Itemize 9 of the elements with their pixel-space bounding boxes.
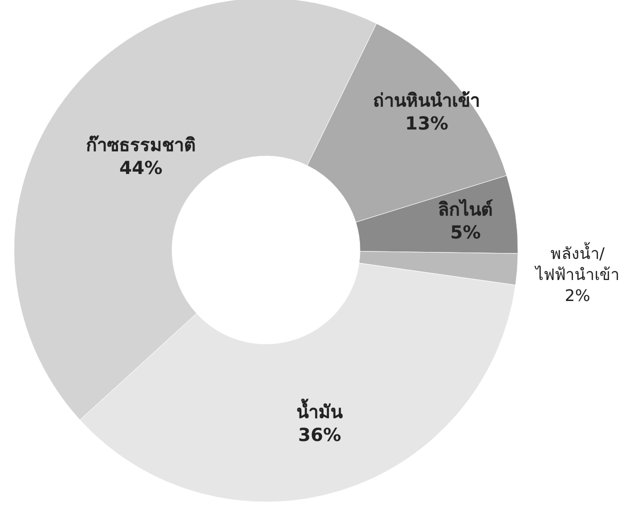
slice-label: พลังน้ำ/ ไฟฟ้านำเข้า bbox=[533, 242, 620, 284]
data-label: 36% bbox=[298, 424, 342, 446]
data-label: 44% bbox=[119, 158, 162, 179]
slice-label: ก๊าซธรรมชาติ bbox=[86, 134, 196, 156]
slice-label: ลิกไนต์ bbox=[438, 198, 494, 221]
data-label: 5% bbox=[450, 222, 481, 244]
slice-label: น้ำมัน bbox=[296, 398, 344, 423]
data-label: 13% bbox=[405, 114, 448, 135]
data-label: 2% bbox=[564, 286, 590, 305]
